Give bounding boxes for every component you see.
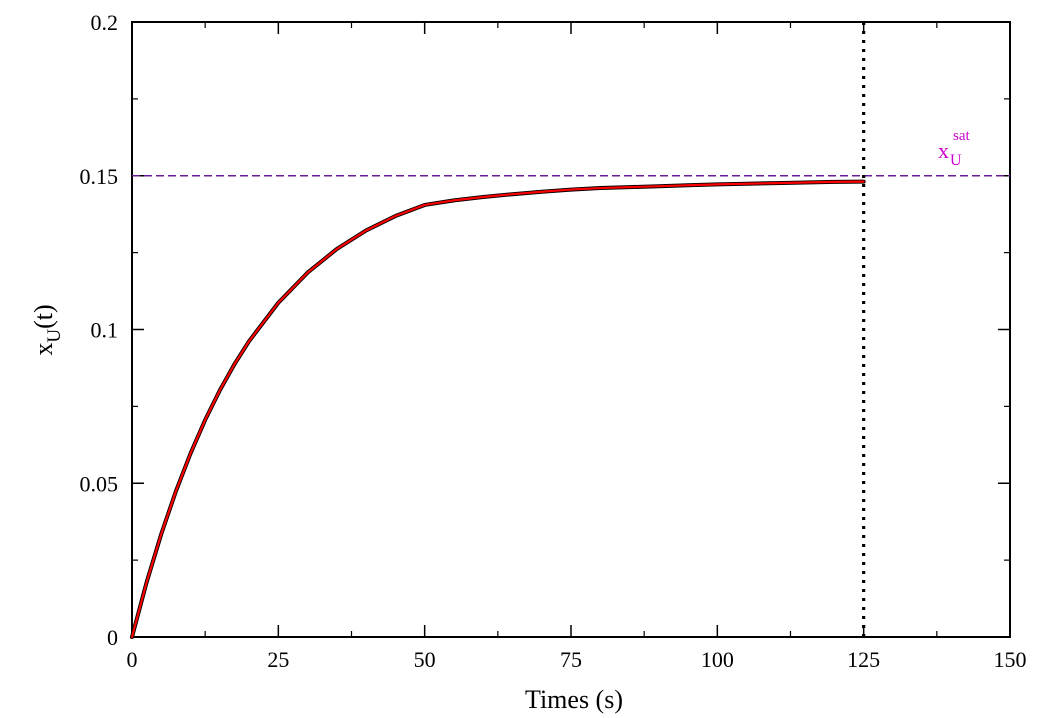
annotation-sup: sat	[953, 128, 970, 144]
y-tick-label: 0.15	[80, 164, 119, 189]
x-tick-label: 50	[414, 647, 436, 672]
annotation-sub: U	[950, 152, 962, 169]
y-tick-label: 0.05	[80, 471, 119, 496]
y-tick-label: 0.2	[91, 10, 119, 35]
y-axis-title-base: x	[29, 343, 58, 356]
saturation-annotation: x U sat	[938, 128, 970, 169]
x-tick-label: 75	[560, 647, 582, 672]
tick-labels-layer: 0 25 50 75 100 125 150 0 0.05 0.1 0.15 0.2	[80, 10, 1027, 672]
x-tick-label: 150	[994, 647, 1027, 672]
x-tick-label: 25	[267, 647, 289, 672]
plot-area	[131, 21, 1011, 638]
y-axis-title-rest: (t)	[29, 304, 58, 329]
series-line-2	[130, 180, 865, 639]
x-tick-label: 125	[847, 647, 880, 672]
x-tick-label: 0	[127, 647, 138, 672]
x-tick-label: 100	[701, 647, 734, 672]
reference-lines-layer	[132, 22, 1010, 637]
y-axis-title-sub: U	[44, 329, 65, 343]
y-axis-title: xU(t)	[29, 304, 65, 355]
series-layer	[130, 179, 866, 639]
x-axis-title: Times (s)	[525, 685, 623, 714]
y-tick-label: 0.1	[91, 318, 119, 343]
annotation-base: x	[938, 138, 949, 163]
y-tick-label: 0	[107, 625, 118, 650]
